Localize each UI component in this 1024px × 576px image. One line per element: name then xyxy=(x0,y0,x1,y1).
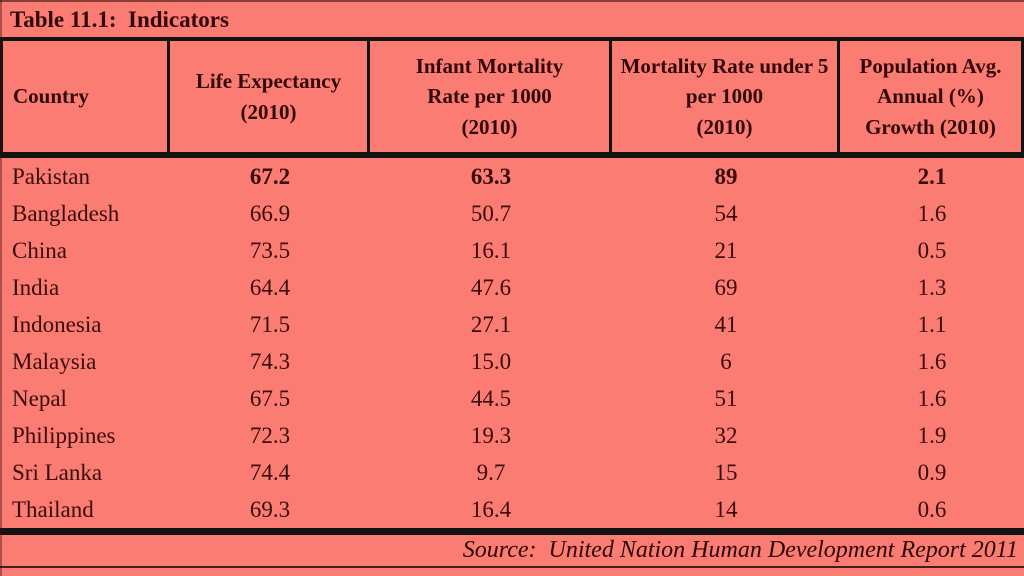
country-cell: Indonesia xyxy=(12,311,102,337)
life-expectancy-cell: 67.5 xyxy=(249,385,291,411)
infant-mortality-cell: 16.4 xyxy=(470,496,512,522)
table-row: Thailand 69.3 16.4 14 0.6 xyxy=(0,491,1024,528)
country-cell: China xyxy=(12,237,67,263)
life-expectancy-cell: 64.4 xyxy=(249,274,291,300)
infant-mortality-cell: 44.5 xyxy=(470,385,512,411)
source-note: Source: United Nation Human Development … xyxy=(462,537,1018,563)
population-growth-cell: 2.1 xyxy=(917,163,947,189)
population-growth-cell: 0.5 xyxy=(917,237,947,263)
under5-mortality-cell: 14 xyxy=(714,496,738,522)
header-infant-mortality: Infant Mortality Rate per 1000 (2010) xyxy=(370,41,612,152)
life-expectancy-cell: 74.4 xyxy=(249,459,291,485)
table-row: Philippines 72.3 19.3 32 1.9 xyxy=(0,417,1024,454)
infant-mortality-cell: 9.7 xyxy=(476,459,506,485)
life-expectancy-cell: 66.9 xyxy=(249,200,291,226)
infant-mortality-cell: 47.6 xyxy=(470,274,512,300)
infant-mortality-cell: 15.0 xyxy=(470,348,512,374)
under5-mortality-cell: 21 xyxy=(714,237,738,263)
table-body: Pakistan 67.2 63.3 89 2.1 Bangladesh 66.… xyxy=(0,158,1024,528)
life-expectancy-cell: 74.3 xyxy=(249,348,291,374)
infant-mortality-cell: 27.1 xyxy=(470,311,512,337)
under5-mortality-cell: 41 xyxy=(714,311,738,337)
life-expectancy-cell: 72.3 xyxy=(249,422,291,448)
table-title: Table 11.1: Indicators xyxy=(10,7,229,32)
infant-mortality-cell: 16.1 xyxy=(470,237,512,263)
top-edge-line xyxy=(0,0,1024,2)
header-country: Country xyxy=(0,41,170,152)
table-row: Indonesia 71.5 27.1 41 1.1 xyxy=(0,306,1024,343)
table-row: China 73.5 16.1 21 0.5 xyxy=(0,232,1024,269)
country-cell: Sri Lanka xyxy=(12,459,103,485)
under5-mortality-cell: 54 xyxy=(714,200,738,226)
population-growth-cell: 1.1 xyxy=(917,311,947,337)
country-cell: Nepal xyxy=(12,385,67,411)
bottom-edge-line xyxy=(0,566,1024,568)
life-expectancy-cell: 73.5 xyxy=(249,237,291,263)
life-expectancy-cell: 71.5 xyxy=(249,311,291,337)
under5-mortality-cell: 89 xyxy=(714,163,738,189)
under5-mortality-cell: 6 xyxy=(720,348,732,374)
table-row: Malaysia 74.3 15.0 6 1.6 xyxy=(0,343,1024,380)
under5-mortality-cell: 32 xyxy=(714,422,738,448)
table-row: Sri Lanka 74.4 9.7 15 0.9 xyxy=(0,454,1024,491)
table-header-row: Country Life Expectancy (2010) Infant Mo… xyxy=(0,37,1024,158)
table-row: Nepal 67.5 44.5 51 1.6 xyxy=(0,380,1024,417)
population-growth-cell: 1.3 xyxy=(917,274,947,300)
infant-mortality-cell: 50.7 xyxy=(470,200,512,226)
infant-mortality-cell: 19.3 xyxy=(470,422,512,448)
left-edge-line xyxy=(0,0,2,576)
table-row: Pakistan 67.2 63.3 89 2.1 xyxy=(0,158,1024,195)
life-expectancy-cell: 69.3 xyxy=(249,496,291,522)
population-growth-cell: 1.6 xyxy=(917,348,947,374)
country-cell: Pakistan xyxy=(12,163,90,189)
infant-mortality-cell: 63.3 xyxy=(470,163,512,189)
header-life-expectancy: Life Expectancy (2010) xyxy=(170,41,370,152)
table-row: Bangladesh 66.9 50.7 54 1.6 xyxy=(0,195,1024,232)
country-cell: Malaysia xyxy=(12,348,97,374)
population-growth-cell: 0.9 xyxy=(917,459,947,485)
population-growth-cell: 1.6 xyxy=(917,200,947,226)
country-cell: Philippines xyxy=(12,422,116,448)
life-expectancy-cell: 67.2 xyxy=(249,163,291,189)
country-cell: India xyxy=(12,274,60,300)
population-growth-cell: 1.6 xyxy=(917,385,947,411)
country-cell: Thailand xyxy=(12,496,94,522)
under5-mortality-cell: 69 xyxy=(714,274,738,300)
header-under5-mortality: Mortality Rate under 5 per 1000 (2010) xyxy=(612,41,840,152)
table-row: India 64.4 47.6 69 1.3 xyxy=(0,269,1024,306)
header-population-growth: Population Avg. Annual (%) Growth (2010) xyxy=(840,41,1024,152)
under5-mortality-cell: 15 xyxy=(714,459,738,485)
country-cell: Bangladesh xyxy=(12,200,120,226)
footer-divider-line xyxy=(0,528,1024,535)
population-growth-cell: 1.9 xyxy=(917,422,947,448)
population-growth-cell: 0.6 xyxy=(917,496,947,522)
under5-mortality-cell: 51 xyxy=(714,385,738,411)
